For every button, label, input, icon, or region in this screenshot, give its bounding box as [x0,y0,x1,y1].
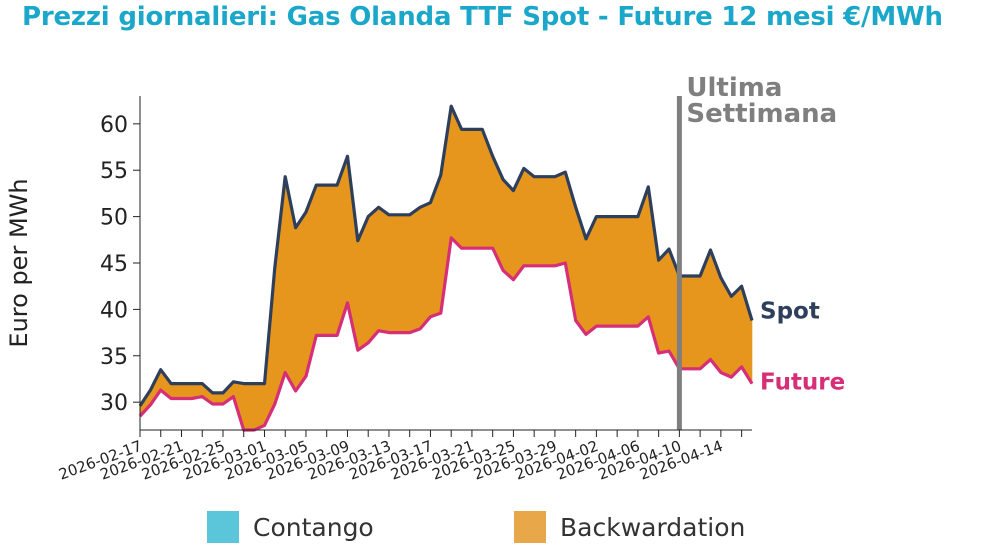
legend-label-contango: Contango [253,512,374,542]
series-line-future [138,236,754,432]
spread-segment [730,285,742,378]
spread-segment [461,129,473,249]
series-label-spot: Spot [760,299,820,325]
y-tick-label: 40 [100,298,128,323]
legend-item-backwardation[interactable]: Backwardation [514,510,745,544]
y-tick-label: 55 [100,159,128,184]
spread-segment [544,176,556,267]
spread-segment [596,216,608,327]
y-axis-label: Euro per MWh [5,178,33,347]
spread-segment [554,171,566,267]
marker-label-line: Ultima [686,73,782,103]
marker-label-line: Settimana [686,99,837,129]
spread-segment [606,216,618,327]
legend-label-backwardation: Backwardation [560,512,746,542]
y-tick-label: 60 [100,113,128,138]
series-line-spot [138,104,754,407]
spread-segment [627,216,639,327]
spread-segment [533,176,545,267]
spread-segment [647,186,659,354]
spread-segment [326,184,338,336]
spread-segment [523,167,535,267]
spread-segment [419,202,431,330]
legend-swatch-contango [207,511,239,543]
y-tick-label: 30 [100,391,128,416]
spread-segment [212,392,224,405]
spread-segment [295,211,307,392]
spread-segment [409,206,421,334]
spread-segment [367,206,379,344]
spread-segment [181,383,193,399]
spread-segment [170,383,182,399]
x-axis: 2026-02-172026-02-212026-02-252026-03-01… [56,429,752,484]
y-tick-label: 45 [100,252,128,277]
spread-segment [658,248,670,354]
spread-segment [616,216,628,327]
series-label-future: Future [760,370,845,396]
spread-segment [315,184,328,336]
series-labels: Spot Future [760,299,845,396]
series-line-layer [138,104,754,432]
spread-segment [253,383,265,431]
spread-fill-layer [139,106,753,431]
chart-title: Prezzi giornalieri: Gas Olanda TTF Spot … [22,2,943,32]
spread-segment [388,214,400,333]
spread-segment [398,214,411,333]
y-tick-label: 50 [100,206,128,231]
spread-segment [243,383,255,431]
spread-segment [378,206,390,333]
spread-segment [502,178,514,281]
legend-item-contango[interactable]: Contango [207,510,374,544]
y-axis: 30 35 40 45 50 55 60 [100,96,141,430]
legend-swatch-backwardation [514,511,546,543]
spread-segment [471,129,483,249]
y-tick-label: 35 [100,345,128,370]
spread-segment [689,275,701,370]
